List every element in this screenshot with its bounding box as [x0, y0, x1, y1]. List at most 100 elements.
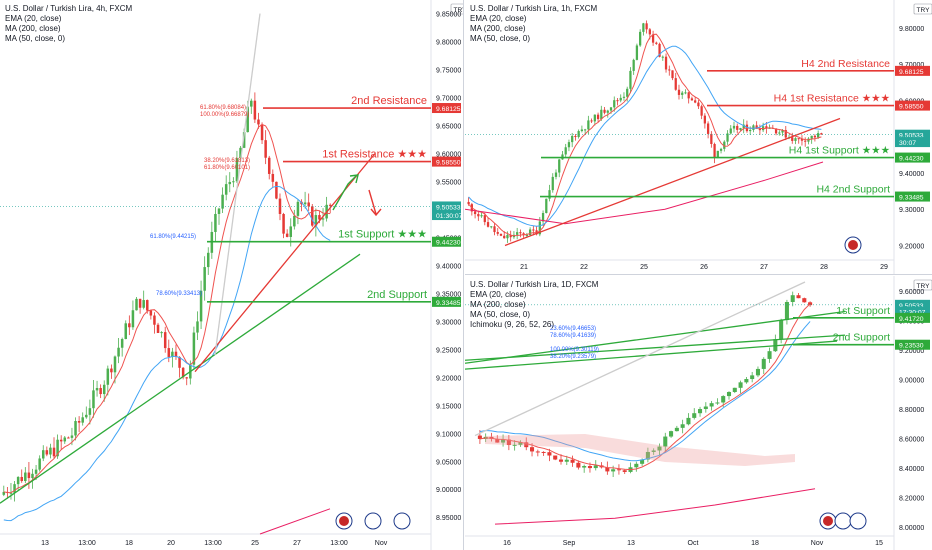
fib-label: 61.80%(9.44215)	[150, 234, 196, 240]
candle-body	[45, 450, 49, 455]
candle-body	[102, 384, 106, 395]
candle-body	[674, 78, 677, 90]
price-label: 9.58550	[899, 104, 924, 111]
candle-body	[622, 96, 626, 98]
candle-body	[778, 132, 781, 134]
candle-body	[609, 107, 613, 111]
candle-body	[600, 109, 603, 120]
candle-body	[311, 206, 314, 226]
candle-body	[34, 469, 38, 474]
price-label: 9.33485	[436, 300, 461, 307]
x-tick-label: 25	[640, 264, 648, 271]
candle-body	[570, 459, 575, 463]
candle-body	[726, 133, 729, 142]
candle-body	[131, 310, 135, 328]
candle-body	[639, 31, 642, 46]
candle-body	[267, 157, 271, 174]
candle-body	[250, 100, 253, 107]
candle-body	[622, 470, 627, 472]
price-label-bg	[895, 152, 930, 163]
ma200-line	[494, 488, 816, 525]
chart-panel-1h[interactable]: TRY9.800009.700009.600009.500009.400009.…	[465, 0, 932, 275]
candle-body	[477, 435, 482, 439]
candle-body	[135, 298, 138, 311]
arrow-up-head	[349, 174, 359, 184]
x-tick-label: Nov	[811, 540, 824, 547]
candle-body	[525, 234, 529, 236]
candle-body	[790, 295, 795, 302]
level-label: 2nd Support	[833, 332, 890, 344]
chart-1d-svg[interactable]: TRY9.600009.400009.200009.000008.800008.…	[465, 276, 932, 550]
candle-body	[314, 215, 318, 226]
candle-body	[715, 402, 720, 404]
x-tick-label: 18	[125, 540, 133, 547]
chart-panel-1d[interactable]: TRY9.600009.400009.200009.000008.800008.…	[465, 276, 932, 550]
candle-body	[203, 267, 206, 291]
level-label: 2nd Support	[367, 289, 427, 301]
chart-1h-svg[interactable]: TRY9.800009.700009.600009.500009.400009.…	[465, 0, 932, 274]
candle-body	[120, 339, 124, 348]
fib-label: 38.20%(9.23579)	[550, 354, 596, 360]
candle-body	[480, 215, 483, 217]
candle-body	[285, 233, 289, 237]
price-label: 9.58550	[436, 160, 461, 167]
candle-body	[156, 324, 160, 334]
candle-body	[307, 202, 310, 207]
trendline	[465, 340, 838, 370]
y-tick-label: 9.25000	[436, 347, 461, 354]
candle-body	[648, 29, 651, 35]
candle-body	[318, 215, 321, 220]
candle-body	[63, 437, 67, 442]
price-label: 9.41720	[899, 316, 924, 323]
candle-body	[171, 351, 174, 358]
candle-body	[56, 439, 59, 457]
y-tick-label: 8.00000	[899, 525, 924, 532]
candle-body	[576, 462, 581, 468]
candle-body	[328, 204, 332, 206]
indicator-ma200: MA (200, close)	[470, 24, 526, 33]
y-tick-label: 9.80000	[899, 26, 924, 33]
candle-body	[596, 114, 600, 120]
candle-body	[554, 172, 558, 177]
y-tick-label: 9.30000	[436, 319, 461, 326]
indicator-ma50: MA (50, close, 0)	[470, 34, 531, 43]
candle-body	[516, 232, 519, 235]
candle-body	[669, 431, 674, 437]
candle-body	[606, 110, 609, 113]
candle-body	[784, 301, 789, 321]
x-tick-label: 15	[875, 540, 883, 547]
candle-body	[264, 140, 267, 158]
indicator-ema: EMA (20, close)	[5, 14, 62, 23]
candle-body	[530, 447, 535, 452]
candle-body	[635, 45, 639, 60]
candle-body	[214, 213, 217, 232]
y-tick-label: 9.35000	[436, 291, 461, 298]
x-tick-label: 18	[751, 540, 759, 547]
candle-body	[167, 348, 171, 358]
candle-body	[13, 484, 16, 493]
ma200-line	[465, 161, 824, 225]
candle-body	[24, 472, 27, 482]
y-tick-label: 9.00000	[436, 487, 461, 494]
indicator-ma200: MA (200, close)	[5, 24, 61, 33]
x-tick-label: 20	[167, 540, 175, 547]
candle-body	[113, 356, 117, 373]
price-label-bg	[432, 296, 461, 307]
candle-body	[38, 458, 41, 470]
price-label-bg	[895, 339, 930, 350]
indicator-ema: EMA (20, close)	[470, 14, 527, 23]
candle-body	[668, 69, 671, 71]
candle-body	[92, 390, 95, 409]
price-label: 30:07	[899, 140, 916, 147]
fib-label: 100.00%(9.66879)	[200, 112, 249, 118]
fib-label: 78.60%(9.33413)	[156, 291, 202, 297]
x-tick-label: Nov	[375, 540, 388, 547]
candle-body	[77, 421, 81, 423]
candle-body	[739, 128, 742, 130]
candle-body	[31, 473, 34, 479]
candle-body	[477, 214, 480, 217]
candle-body	[541, 451, 546, 453]
candle-body	[81, 417, 84, 423]
